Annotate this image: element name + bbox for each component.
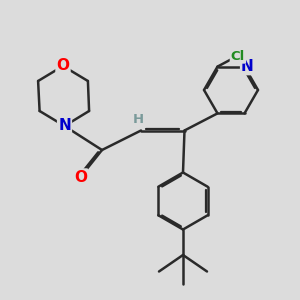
Text: H: H: [133, 112, 144, 126]
Text: O: O: [74, 169, 87, 184]
Text: O: O: [56, 58, 70, 74]
Text: Cl: Cl: [231, 50, 245, 63]
Text: N: N: [58, 118, 71, 134]
Text: N: N: [241, 59, 254, 74]
